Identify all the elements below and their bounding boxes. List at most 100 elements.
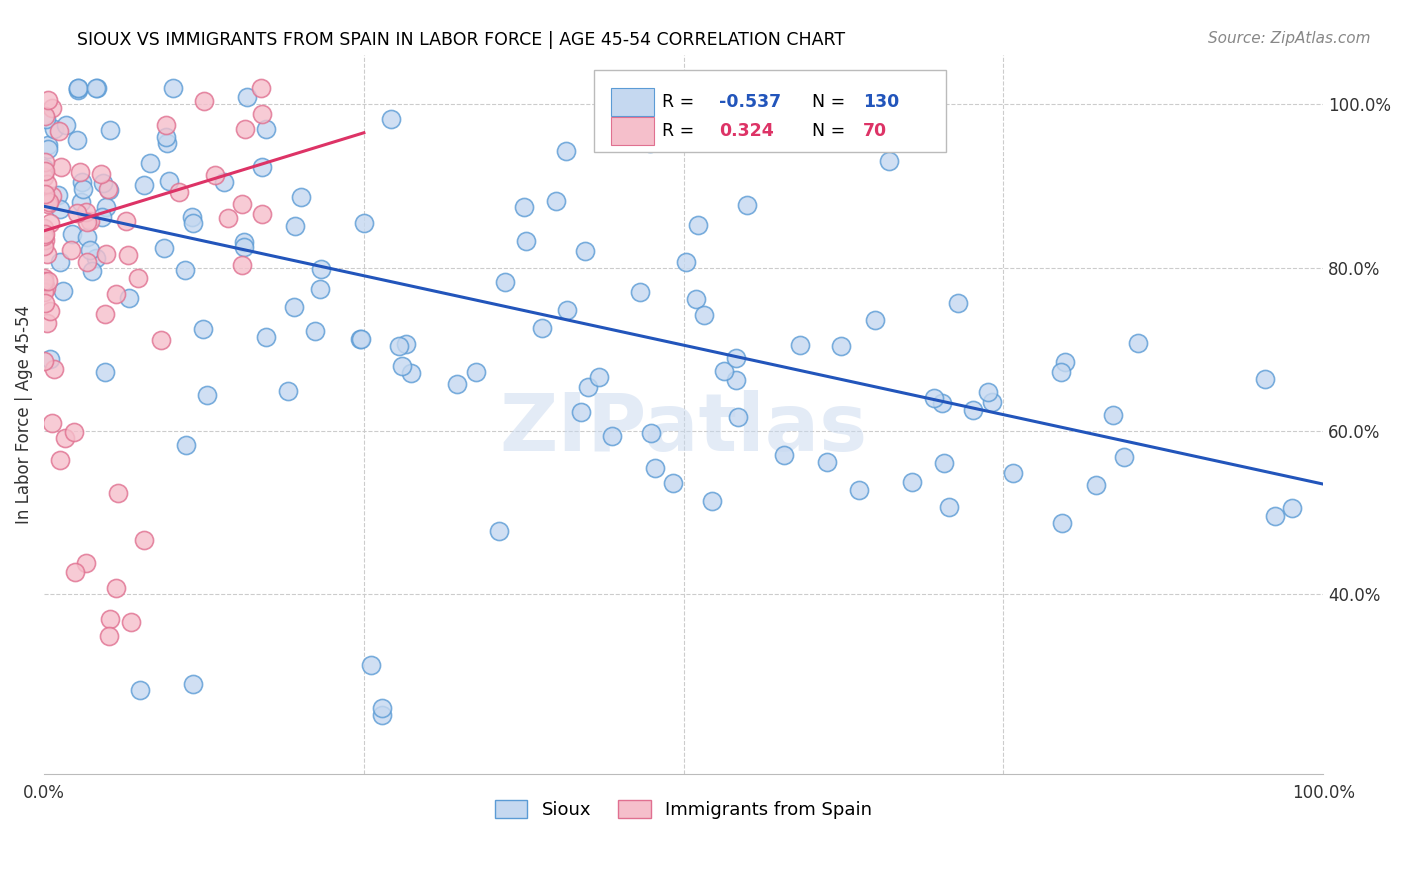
- Point: [713, 364, 735, 378]
- Point: [49, 202, 72, 216]
- Point: [37, 177, 59, 191]
- Point: [67, 83, 90, 97]
- Point: [1050, 516, 1073, 530]
- Point: [32, 271, 55, 285]
- Point: [569, 405, 592, 419]
- Point: [37, 137, 59, 152]
- Point: [283, 301, 305, 315]
- Point: [32, 228, 55, 243]
- Point: [830, 339, 852, 353]
- Point: [34, 187, 56, 202]
- Point: [75, 204, 97, 219]
- Point: [1050, 365, 1073, 379]
- Point: [155, 118, 177, 132]
- Point: [72, 182, 94, 196]
- Point: [204, 168, 226, 182]
- Point: [132, 533, 155, 547]
- Point: [252, 107, 274, 121]
- Point: [725, 373, 748, 387]
- Point: [981, 395, 1004, 409]
- Point: [576, 380, 599, 394]
- Point: [254, 329, 277, 343]
- Point: [41, 189, 63, 203]
- Point: [1254, 372, 1277, 386]
- Point: [153, 241, 176, 255]
- Point: [174, 263, 197, 277]
- Point: [75, 556, 97, 570]
- Point: [32, 170, 55, 185]
- Point: [1102, 408, 1125, 422]
- Point: [104, 286, 127, 301]
- Point: [675, 254, 697, 268]
- Point: [250, 207, 273, 221]
- FancyBboxPatch shape: [610, 87, 654, 116]
- Point: [34, 233, 56, 247]
- Point: [134, 178, 156, 193]
- Point: [588, 369, 610, 384]
- Point: [513, 200, 536, 214]
- Point: [34, 109, 56, 123]
- Point: [86, 80, 108, 95]
- Point: [938, 500, 960, 514]
- Point: [772, 448, 794, 462]
- Text: 0.324: 0.324: [720, 121, 775, 140]
- Point: [1114, 450, 1136, 464]
- Point: [574, 244, 596, 259]
- Point: [105, 581, 128, 595]
- Point: [1264, 509, 1286, 524]
- Point: [51, 284, 73, 298]
- Point: [742, 120, 765, 135]
- Point: [32, 276, 55, 290]
- Point: [35, 280, 58, 294]
- Point: [39, 352, 62, 367]
- Point: [555, 302, 578, 317]
- Point: [693, 309, 716, 323]
- Point: [932, 456, 955, 470]
- Point: [193, 95, 215, 109]
- Point: [80, 263, 103, 277]
- Point: [181, 216, 204, 230]
- Point: [735, 198, 758, 212]
- Point: [530, 321, 553, 335]
- Point: [76, 254, 98, 268]
- Point: [76, 215, 98, 229]
- Point: [157, 174, 180, 188]
- Point: [600, 429, 623, 443]
- Point: [233, 235, 256, 250]
- Point: [48, 124, 70, 138]
- Point: [494, 275, 516, 289]
- Point: [49, 452, 72, 467]
- Point: [49, 255, 72, 269]
- Point: [91, 176, 114, 190]
- Point: [865, 313, 887, 327]
- Point: [41, 102, 63, 116]
- Point: [644, 461, 666, 475]
- Point: [37, 94, 59, 108]
- Point: [394, 337, 416, 351]
- Point: [38, 304, 60, 318]
- Point: [662, 476, 685, 491]
- Point: [69, 165, 91, 179]
- Point: [41, 417, 63, 431]
- Point: [63, 565, 86, 579]
- Y-axis label: In Labor Force | Age 45-54: In Labor Force | Age 45-54: [15, 305, 32, 524]
- Point: [37, 274, 59, 288]
- Point: [34, 285, 56, 299]
- Point: [946, 296, 969, 310]
- Point: [181, 211, 204, 225]
- Point: [277, 384, 299, 398]
- Text: R =: R =: [662, 93, 700, 111]
- Text: N =: N =: [811, 121, 856, 140]
- Point: [193, 322, 215, 336]
- Point: [98, 612, 121, 626]
- Point: [640, 426, 662, 441]
- Point: [69, 195, 91, 210]
- Point: [931, 395, 953, 409]
- Point: [380, 112, 402, 126]
- Point: [32, 274, 55, 288]
- Point: [63, 425, 86, 439]
- Point: [515, 234, 537, 248]
- FancyBboxPatch shape: [595, 70, 946, 153]
- Point: [700, 493, 723, 508]
- Point: [150, 334, 173, 348]
